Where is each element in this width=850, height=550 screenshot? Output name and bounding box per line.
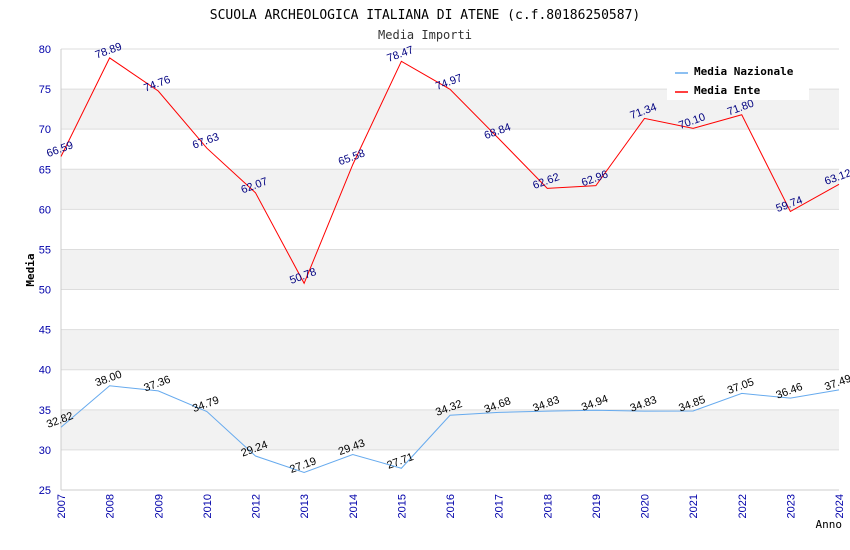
y-tick-label: 35	[39, 405, 51, 417]
y-tick-label: 45	[39, 325, 51, 337]
series-lines	[60, 57, 840, 473]
y-tick-label: 65	[39, 164, 51, 176]
band-55-60	[61, 209, 839, 250]
legend: Media Nazionale Media Ente	[667, 60, 809, 100]
x-tick-label: 2009	[153, 494, 165, 518]
band-40-45	[61, 329, 839, 370]
x-tick-label: 2013	[299, 494, 311, 518]
x-tick-label: 2017	[494, 494, 506, 518]
x-axis-label: Anno	[816, 518, 843, 531]
y-tick-label: 25	[39, 485, 51, 497]
band-25-30	[61, 449, 839, 490]
x-tick-label: 2008	[105, 494, 117, 518]
band-50-55	[61, 249, 839, 290]
band-60-65	[61, 169, 839, 210]
legend-label-media-nazionale: Media Nazionale	[694, 65, 794, 78]
legend-label-media-ente: Media Ente	[694, 84, 761, 97]
series-line-media-ente	[60, 57, 840, 285]
x-tick-label: 2021	[688, 494, 700, 518]
y-tick-label: 55	[39, 244, 51, 256]
legend-box	[667, 60, 809, 100]
x-tick-label: 2022	[737, 494, 749, 518]
y-tick-label: 30	[39, 445, 51, 457]
x-tick-label: 2019	[591, 494, 603, 518]
chart-title: SCUOLA ARCHEOLOGICA ITALIANA DI ATENE (c…	[210, 8, 640, 23]
y-tick-label: 75	[39, 84, 51, 96]
series-line-media-nazionale	[60, 385, 840, 473]
x-tick-label: 2015	[396, 494, 408, 518]
band-30-35	[61, 409, 839, 450]
x-tick-label: 2023	[785, 494, 797, 518]
y-tick-label: 50	[39, 285, 51, 297]
x-tick-label: 2016	[445, 494, 457, 518]
y-tick-label: 60	[39, 204, 51, 216]
x-tick-label: 2014	[348, 494, 360, 518]
x-tick-label: 2012	[251, 494, 263, 518]
y-axis-label: Media	[24, 253, 37, 286]
plot-background	[61, 49, 839, 490]
x-tick-label: 2024	[834, 494, 846, 518]
band-35-40	[61, 369, 839, 410]
chart-subtitle: Media Importi	[378, 28, 472, 42]
y-tick-label: 80	[39, 44, 51, 56]
x-tick-label: 2007	[56, 494, 68, 518]
y-tick-label: 40	[39, 365, 51, 377]
y-axis-ticks: 25 30 35 40 45 50 55 60 65 70 75 80	[39, 44, 51, 497]
x-axis-ticks: 2007 2008 2009 2010 2012 2013 2014 2015 2016 2017…	[56, 494, 846, 518]
x-tick-label: 2020	[640, 494, 652, 518]
y-tick-label: 70	[39, 124, 51, 136]
band-65-70	[61, 129, 839, 170]
band-45-50	[61, 289, 839, 330]
x-tick-label: 2018	[542, 494, 554, 518]
x-tick-label: 2010	[202, 494, 214, 518]
